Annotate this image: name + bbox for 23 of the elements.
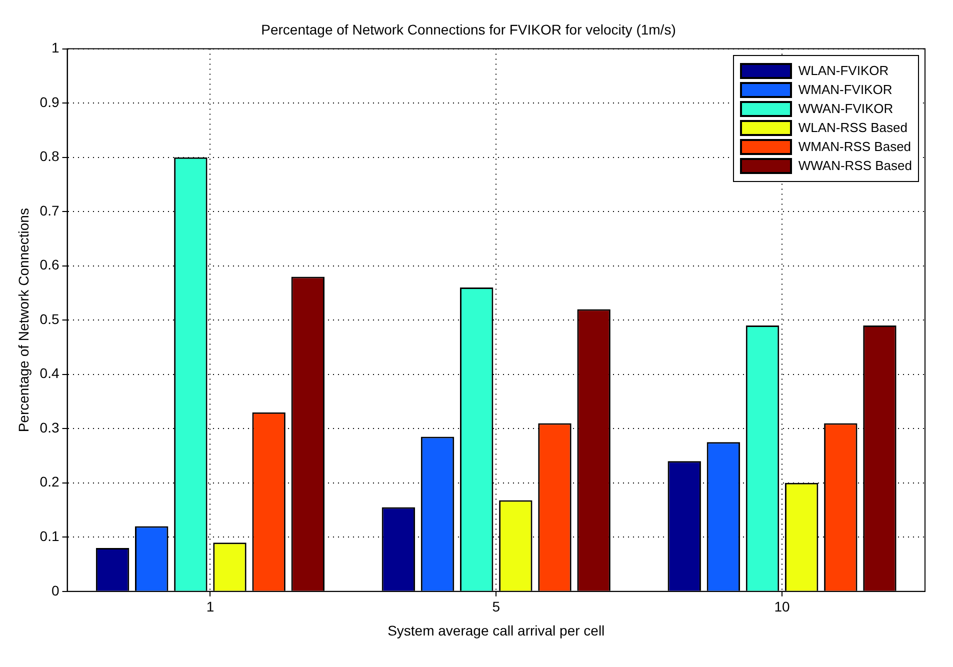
chart-title: Percentage of Network Connections for FVIKOR for velocity (1m/s) [261,21,676,38]
legend-label: WWAN-RSS Based [798,158,912,174]
y-tick-label: 0 [51,582,60,598]
legend-label: WMAN-RSS Based [798,139,912,154]
x-tick-label: 10 [774,598,790,615]
y-tick-label: 0.5 [40,310,60,327]
legend-label: WMAN-FVIKOR [798,82,892,98]
x-tick-label: 1 [206,598,214,615]
y-axis-title: Percentage of Network Connections [15,208,32,432]
y-tick-label: 0.7 [40,202,60,218]
y-tick-label: 0.8 [40,148,60,164]
y-tick-label: 1 [51,40,60,56]
y-tick-label: 0.4 [40,365,60,382]
y-tick-label: 0.1 [40,528,60,544]
legend-label: WLAN-FVIKOR [798,63,889,78]
legend-label: WWAN-FVIKOR [798,101,894,116]
x-tick-label: 5 [492,598,500,615]
x-axis-title: System average call arrival per cell [388,622,605,638]
y-tick-label: 0.9 [40,94,60,110]
y-tick-label: 0.2 [40,474,60,490]
y-tick-label: 0.3 [40,419,60,436]
y-tick-label: 0.6 [40,256,60,273]
legend-label: WLAN-RSS Based [798,120,908,136]
